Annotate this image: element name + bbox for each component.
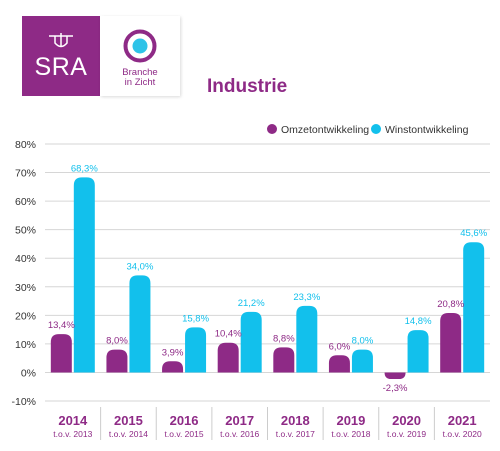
y-tick-label: 80%	[15, 139, 36, 151]
bar-omzet	[440, 313, 462, 373]
data-label-omzet: 10,4%	[215, 329, 242, 340]
y-tick-label: 60%	[15, 196, 36, 208]
x-tick-label: 2017	[225, 413, 254, 428]
bar-winst	[73, 177, 95, 373]
x-tick-label: 2015	[114, 413, 143, 428]
data-label-winst: 45,6%	[460, 228, 487, 239]
data-label-omzet: 8,8%	[273, 333, 295, 344]
bar-winst	[463, 242, 485, 373]
x-tick-sublabel: t.o.v. 2013	[53, 429, 92, 439]
x-tick-sublabel: t.o.v. 2016	[220, 429, 259, 439]
bar-omzet	[50, 334, 72, 373]
legend-swatch	[267, 124, 277, 134]
x-tick-sublabel: t.o.v. 2015	[165, 429, 204, 439]
x-tick-label: 2020	[392, 413, 421, 428]
bar-omzet	[217, 342, 239, 373]
bar-omzet	[273, 347, 295, 373]
data-label-omzet: 3,9%	[162, 347, 184, 358]
legend-label: Winstontwikkeling	[385, 124, 469, 136]
y-tick-label: 20%	[15, 310, 36, 322]
data-label-omzet: 8,0%	[106, 336, 128, 347]
x-tick-sublabel: t.o.v. 2020	[443, 429, 482, 439]
data-label-omzet: 20,8%	[437, 299, 464, 310]
y-tick-label: 70%	[15, 168, 36, 180]
data-label-winst: 34,0%	[126, 261, 153, 272]
bar-winst	[296, 305, 318, 373]
branche-in-zicht-text: Branche in Zicht	[122, 67, 158, 88]
y-tick-label: 30%	[15, 282, 36, 294]
sra-logo-text: SRA	[34, 52, 88, 81]
x-tick-label: 2018	[281, 413, 310, 428]
data-label-omzet: 6,0%	[329, 341, 351, 352]
y-tick-label: 40%	[15, 253, 36, 265]
y-tick-label: 50%	[15, 225, 36, 237]
x-tick-label: 2014	[58, 413, 88, 428]
data-label-winst: 15,8%	[182, 313, 209, 324]
chart-title: Industrie	[207, 76, 288, 97]
bar-omzet	[328, 355, 350, 373]
x-tick-label: 2021	[448, 413, 477, 428]
bar-winst	[185, 327, 207, 373]
bar-winst	[407, 330, 429, 373]
bar-winst	[240, 311, 262, 373]
target-icon	[123, 29, 157, 63]
bar-omzet	[384, 372, 406, 380]
data-label-winst: 14,8%	[405, 316, 432, 327]
sra-logo: SRA	[22, 16, 100, 96]
x-tick-sublabel: t.o.v. 2018	[331, 429, 370, 439]
data-label-winst: 23,3%	[293, 292, 320, 303]
x-tick-sublabel: t.o.v. 2014	[109, 429, 148, 439]
x-tick-label: 2019	[336, 413, 365, 428]
legend-label: Omzetontwikkeling	[281, 124, 369, 136]
y-tick-label: -10%	[11, 396, 36, 408]
x-tick-sublabel: t.o.v. 2019	[387, 429, 426, 439]
bar-winst	[351, 349, 373, 373]
y-tick-label: 0%	[21, 367, 36, 379]
data-label-winst: 68,3%	[71, 163, 98, 174]
y-tick-label: 10%	[15, 339, 36, 351]
bar-omzet	[162, 361, 184, 373]
data-label-omzet: -2,3%	[383, 383, 408, 394]
helmet-icon	[49, 32, 73, 47]
data-label-winst: 8,0%	[352, 336, 374, 347]
bar-winst	[129, 275, 151, 373]
x-tick-label: 2016	[170, 413, 199, 428]
data-label-winst: 21,2%	[238, 298, 265, 309]
data-label-omzet: 13,4%	[48, 320, 75, 331]
x-tick-sublabel: t.o.v. 2017	[276, 429, 315, 439]
legend-swatch	[371, 124, 381, 134]
branche-in-zicht-logo: Branche in Zicht	[100, 16, 180, 96]
bar-omzet	[106, 349, 128, 373]
